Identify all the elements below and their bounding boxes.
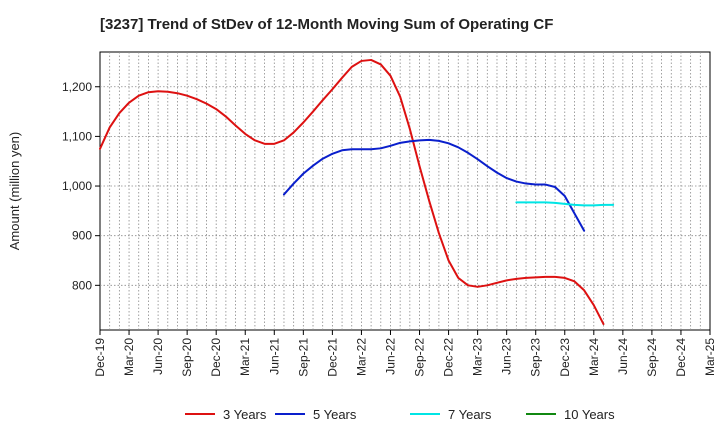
- y-tick-label: 1,200: [62, 80, 92, 94]
- x-tick-label: Mar-20: [122, 338, 136, 376]
- legend-label-10-years: 10 Years: [564, 407, 615, 422]
- x-tick-label: Jun-22: [383, 338, 397, 375]
- legend-label-3-years: 3 Years: [223, 407, 267, 422]
- y-axis-ticks: 800 900 1,000 1,100 1,200: [62, 80, 100, 292]
- series-line-3-years: [99, 58, 605, 326]
- x-tick-label: Dec-24: [674, 338, 688, 377]
- y-tick-label: 1,000: [62, 179, 92, 193]
- x-tick-label: Mar-24: [587, 338, 601, 376]
- y-tick-label: 900: [72, 229, 92, 243]
- y-axis-label: Amount (million yen): [7, 132, 22, 251]
- chart-title: [3237] Trend of StDev of 12-Month Moving…: [100, 16, 553, 33]
- x-tick-label: Sep-21: [296, 338, 310, 377]
- x-tick-label: Jun-23: [500, 338, 514, 375]
- horizontal-gridlines: [100, 86, 710, 286]
- x-tick-label: Mar-21: [238, 338, 252, 376]
- x-tick-label: Sep-22: [413, 338, 427, 377]
- x-tick-label: Dec-21: [325, 338, 339, 377]
- legend: 3 Years 5 Years 7 Years 10 Years: [185, 407, 615, 422]
- x-tick-label: Dec-22: [442, 338, 456, 377]
- plot-area: [99, 51, 711, 331]
- vertical-gridlines: [109, 52, 701, 330]
- y-tick-label: 1,100: [62, 129, 92, 143]
- x-tick-label: Dec-20: [209, 338, 223, 377]
- x-tick-label: Mar-22: [354, 338, 368, 376]
- y-tick-label: 800: [72, 278, 92, 292]
- x-tick-label: Jun-21: [267, 338, 281, 375]
- x-tick-label: Mar-25: [703, 338, 717, 376]
- series-line-7-years: [515, 201, 615, 207]
- x-tick-label: Jun-24: [616, 338, 630, 375]
- series-line-5-years: [282, 138, 586, 232]
- x-tick-label: Dec-19: [93, 338, 107, 377]
- plot-frame: [99, 51, 711, 331]
- series-layer: [99, 58, 615, 326]
- x-axis-ticks: Dec-19 Mar-20 Jun-20 Sep-20 Dec-20 Mar-21 Jun-…: [93, 330, 717, 377]
- x-tick-label: Jun-20: [151, 338, 165, 375]
- x-tick-label: Sep-20: [180, 338, 194, 377]
- x-tick-label: Dec-23: [558, 338, 572, 377]
- legend-label-7-years: 7 Years: [448, 407, 492, 422]
- x-tick-label: Sep-23: [529, 338, 543, 377]
- x-tick-label: Mar-23: [471, 338, 485, 376]
- legend-label-5-years: 5 Years: [313, 407, 357, 422]
- x-tick-label: Sep-24: [645, 338, 659, 377]
